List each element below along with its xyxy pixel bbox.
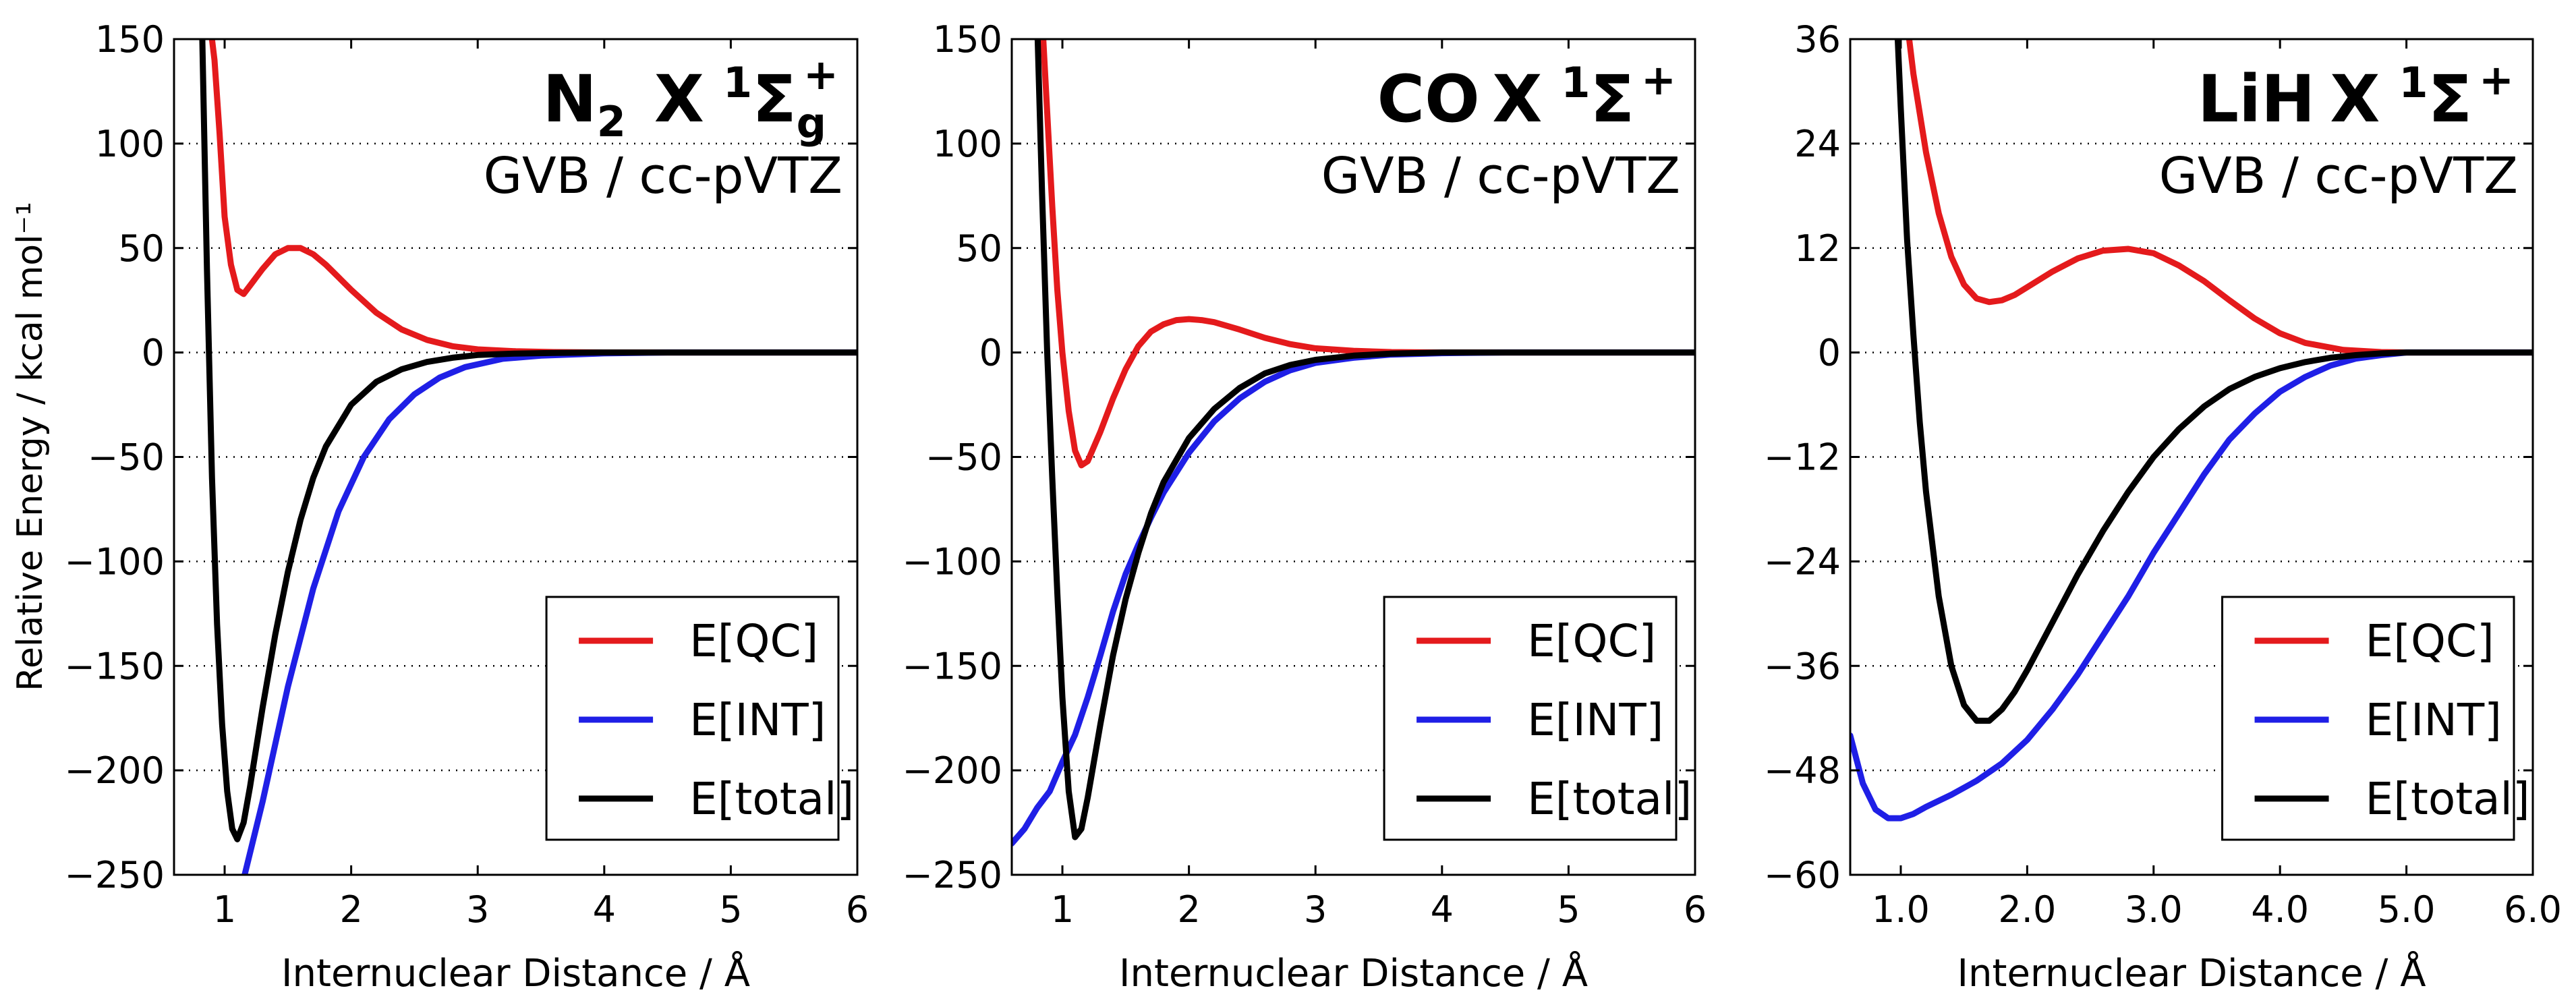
legend-label: E[total] [689, 773, 854, 825]
chart-panel-1: −250 −200 −150 −100 −50 0 50 100 150 1 2 3 4 5 6 Intern… [65, 18, 869, 996]
x-tick-label: 4 [1431, 888, 1454, 931]
y-tick-label: −150 [903, 645, 1002, 687]
x-tick-label: 6 [846, 888, 869, 931]
legend-label: E[INT] [1527, 694, 1663, 746]
y-tick-label: 12 [1794, 227, 1841, 270]
x-tick-label: 3 [1304, 888, 1327, 931]
x-axis-label: Internuclear Distance / Å [1957, 951, 2426, 996]
series-line-eint [1850, 349, 2533, 822]
series-lines [1850, 39, 2533, 822]
y-tick-label: 0 [1818, 332, 1841, 374]
title-part: CO [1377, 61, 1478, 137]
x-tick-label: 1.0 [1872, 888, 1930, 931]
legend-label: E[QC] [689, 615, 818, 667]
y-tick-label: −100 [65, 540, 165, 583]
x-tick-label: 2 [339, 888, 362, 931]
y-tick-label: −48 [1764, 749, 1841, 792]
legend-label: E[QC] [2366, 615, 2494, 667]
y-tick-label: −150 [65, 645, 165, 687]
y-tick-label: 150 [95, 18, 165, 61]
title-part: 1 [2399, 58, 2428, 107]
title-part: Σ [1590, 61, 1634, 137]
legend-label: E[total] [1527, 773, 1692, 825]
series-line-eqc [1040, 39, 1695, 469]
x-tick-label: 1 [1051, 888, 1074, 931]
x-tick-label: 4.0 [2251, 888, 2309, 931]
title-part: 2 [597, 97, 626, 146]
y-tick-label: −12 [1764, 436, 1841, 479]
chart-panel-3: −60 −48 −36 −24 −12 0 12 24 36 1.0 2.0 3.0 4.0 5.0 6.0… [1764, 18, 2562, 996]
title-part: LiH [2198, 61, 2315, 137]
panel-title: LiH X 1Σ + [2198, 55, 2514, 137]
title-part: + [2479, 55, 2514, 105]
series-line-etotal [1894, 39, 2533, 724]
y-tick-label: −200 [903, 749, 1002, 792]
x-tick-label: 2.0 [1998, 888, 2056, 931]
title-part: + [1641, 55, 1676, 105]
x-tick-label: 2 [1177, 888, 1200, 931]
series-line-eqc [1906, 39, 2533, 356]
x-tick-label: 3 [466, 888, 489, 931]
title-part: + [803, 50, 838, 99]
title-part: X [2330, 61, 2380, 137]
method-label: GVB / cc-pVTZ [1321, 147, 1680, 205]
title-part: 1 [723, 58, 752, 107]
y-tick-label: 24 [1794, 123, 1841, 165]
x-tick-label: 5 [1557, 888, 1580, 931]
legend: E[QC] E[INT] E[total] [1383, 596, 1692, 841]
y-tick-label: −36 [1764, 645, 1841, 687]
title-part: Σ [2428, 61, 2472, 137]
y-tick-label: −60 [1764, 854, 1841, 896]
x-tick-label: 4 [593, 888, 616, 931]
x-axis-label: Internuclear Distance / Å [281, 951, 750, 996]
x-axis-label: Internuclear Distance / Å [1119, 951, 1588, 996]
x-tick-label: 1 [213, 888, 236, 931]
method-label: GVB / cc-pVTZ [2159, 147, 2518, 205]
series-lines [1012, 39, 1695, 846]
y-tick-label: −100 [903, 540, 1002, 583]
legend: E[QC] E[INT] E[total] [2221, 596, 2530, 841]
title-part: X [1492, 61, 1542, 137]
title-part: g [797, 98, 826, 148]
y-tick-label: 0 [142, 332, 165, 374]
legend-label: E[INT] [689, 694, 826, 746]
series-line-etotal [1034, 39, 1695, 840]
y-tick-label: −250 [65, 854, 165, 896]
chart-panel-2: −250 −200 −150 −100 −50 0 50 100 150 1 2 3 4 5 6 Intern… [903, 18, 1707, 996]
title-part: Σ [752, 61, 797, 137]
x-tick-label: 5.0 [2378, 888, 2436, 931]
y-tick-label: −24 [1764, 540, 1841, 583]
series-lines [199, 39, 857, 875]
legend-label: E[QC] [1527, 615, 1656, 667]
title-part: N [542, 61, 596, 137]
legend-label: E[total] [2366, 773, 2530, 825]
legend: E[QC] E[INT] E[total] [545, 596, 854, 841]
legend-label: E[INT] [2366, 694, 2502, 746]
method-label: GVB / cc-pVTZ [484, 147, 842, 205]
y-tick-label: 100 [95, 123, 165, 165]
y-tick-label: −250 [903, 854, 1002, 896]
y-tick-label: 36 [1794, 18, 1841, 61]
y-tick-label: 100 [933, 123, 1002, 165]
x-tick-label: 6 [1684, 888, 1707, 931]
panel-title: CO X 1Σ + [1377, 55, 1676, 137]
y-tick-label: −50 [88, 436, 165, 479]
title-part: X [654, 61, 704, 137]
x-tick-label: 6.0 [2504, 888, 2562, 931]
y-tick-label: 50 [956, 227, 1002, 270]
x-tick-label: 3.0 [2125, 888, 2183, 931]
series-line-etotal [199, 39, 857, 842]
y-tick-label: 150 [933, 18, 1002, 61]
y-tick-label: 0 [979, 332, 1002, 374]
y-axis-label: Relative Energy / kcal mol⁻¹ [10, 202, 51, 691]
panel-title: N2 X 1Σg+ [542, 50, 838, 148]
y-tick-label: −200 [65, 749, 165, 792]
title-part: 1 [1561, 58, 1590, 107]
x-tick-label: 5 [719, 888, 742, 931]
y-tick-label: −50 [925, 436, 1002, 479]
y-tick-label: 50 [118, 227, 165, 270]
